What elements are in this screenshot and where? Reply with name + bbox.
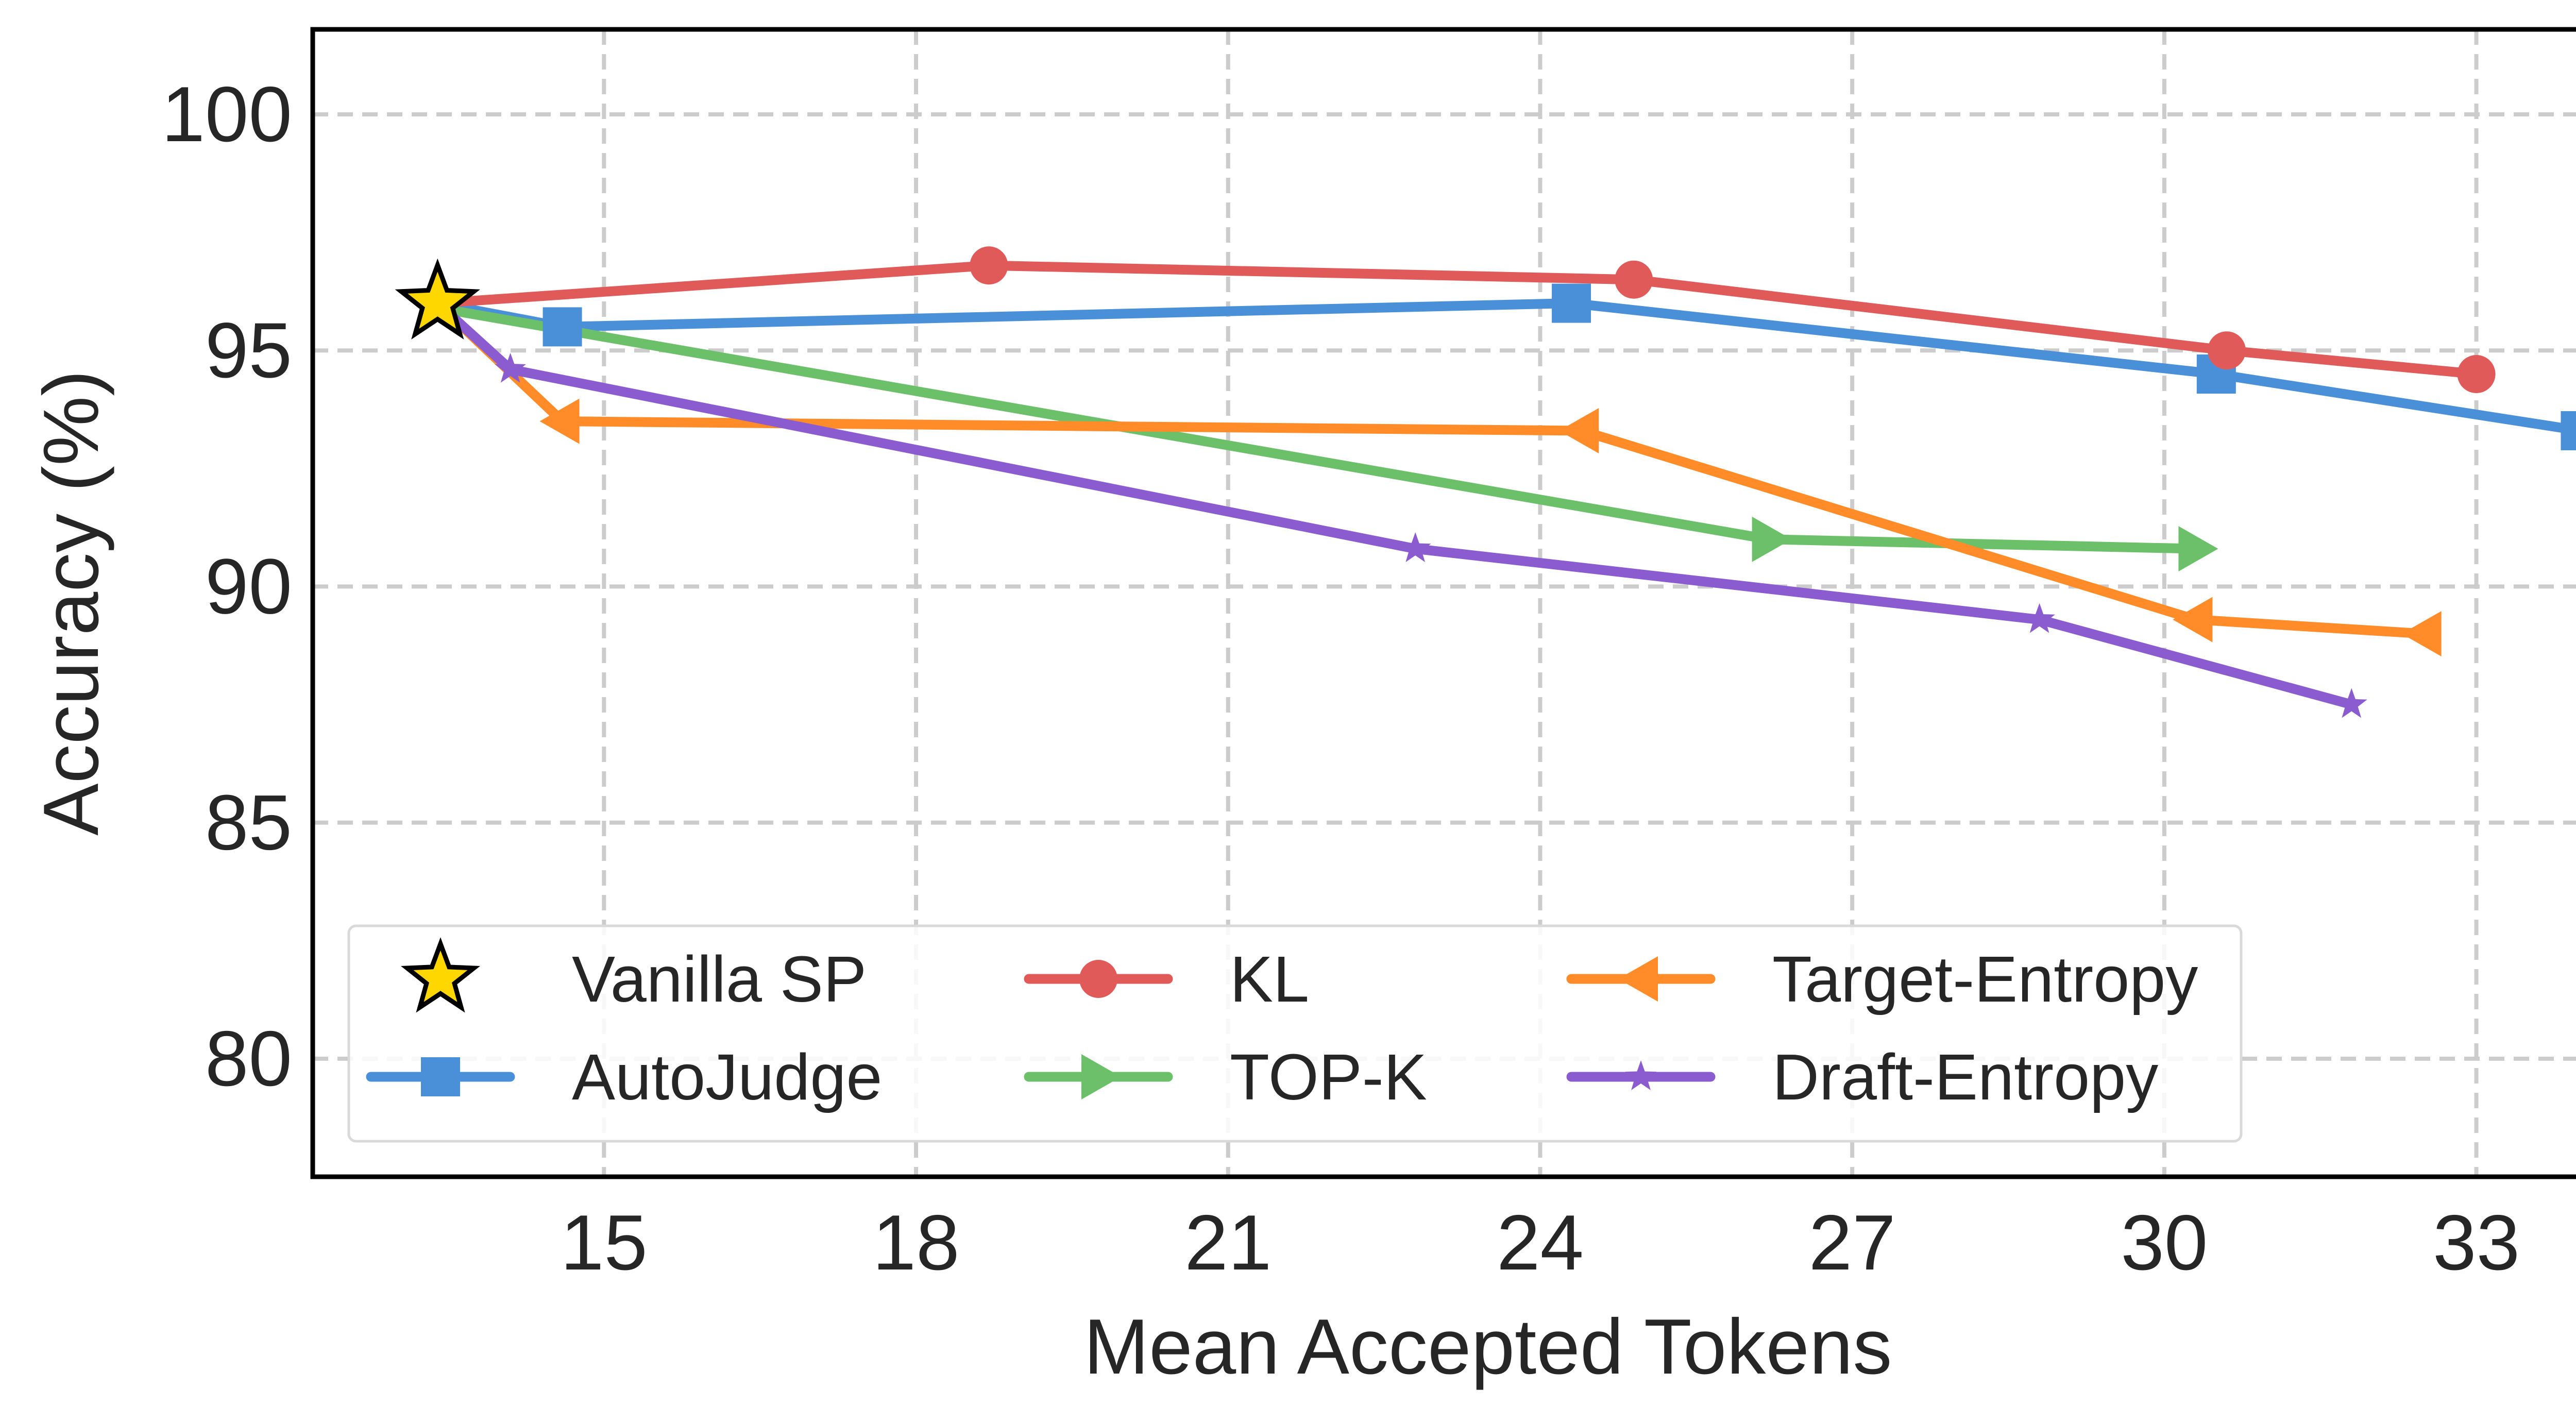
data-point-draft-entropy [495,352,526,383]
data-point-draft-entropy [1399,532,1431,562]
data-point-draft-entropy [2335,688,2367,718]
x-tick-label: 33 [2433,1199,2520,1286]
x-tick-label: 18 [872,1199,959,1286]
plot-frame [310,27,2576,1179]
legend-item-top-k: TOP-K [1024,1041,1427,1113]
legend: Vanilla SP AutoJudge KL TOP-K Target-Entropy… [347,924,2243,1143]
data-point-kl [2208,331,2246,370]
y-tick-label: 80 [205,1015,292,1103]
data-point-target-entropy [2173,597,2213,642]
legend-marker-target-entropy [1618,956,1658,1002]
x-axis-title: Mean Accepted Tokens [1084,1303,1892,1391]
legend-label-top-k: TOP-K [1230,1041,1427,1113]
legend-marker-vanilla-sp [401,937,480,1013]
y-tick-label: 100 [161,71,292,158]
y-tick-label: 90 [205,543,292,630]
data-point-kl [970,246,1008,285]
legend-label-autojudge: AutoJudge [572,1041,883,1113]
x-tick-label: 24 [1497,1199,1584,1286]
legend-label-target-entropy: Target-Entropy [1772,943,2198,1015]
data-point-autojudge [543,307,582,347]
y-axis-title: Accuracy (%) [27,370,115,836]
data-point-top-k [1752,516,1792,562]
data-point-target-entropy [539,398,580,444]
data-point-draft-entropy [2024,603,2055,633]
legend-item-autojudge: AutoJudge [366,1041,883,1113]
legend-marker-top-k [1081,1054,1121,1099]
x-tick-label: 15 [561,1199,648,1286]
legend-item-vanilla-sp: Vanilla SP [401,937,867,1015]
x-tick-label: 27 [1809,1199,1896,1286]
x-tick-label: 21 [1184,1199,1272,1286]
legend-label-draft-entropy: Draft-Entropy [1772,1041,2158,1113]
x-tick-label: 30 [2121,1199,2208,1286]
legend-marker-autojudge [421,1057,460,1096]
legend-item-draft-entropy: Draft-Entropy [1566,1041,2158,1113]
legend-frame [347,924,2243,1143]
data-point-target-entropy [2401,611,2442,657]
series-markers [395,246,2576,718]
y-tick-label: 85 [205,779,292,867]
legend-item-kl: KL [1024,943,1309,1015]
data-point-kl [1615,260,1653,299]
x-tick-labels: 15 18 21 24 27 30 33 [561,1199,2520,1286]
data-point-autojudge [1552,283,1591,323]
legend-label-kl: KL [1230,943,1309,1015]
data-point-top-k [2178,526,2218,572]
data-point-autojudge [2561,411,2576,450]
legend-marker-draft-entropy [1625,1060,1657,1090]
data-point-kl [2457,355,2496,394]
y-tick-label: 95 [205,307,292,394]
data-point-vanilla-sp [395,258,480,340]
legend-label-vanilla-sp: Vanilla SP [572,943,867,1015]
legend-item-target-entropy: Target-Entropy [1566,943,2198,1015]
data-point-target-entropy [1559,408,1599,453]
legend-marker-kl [1079,960,1117,998]
y-tick-labels: 80 85 90 95 100 [161,71,292,1103]
